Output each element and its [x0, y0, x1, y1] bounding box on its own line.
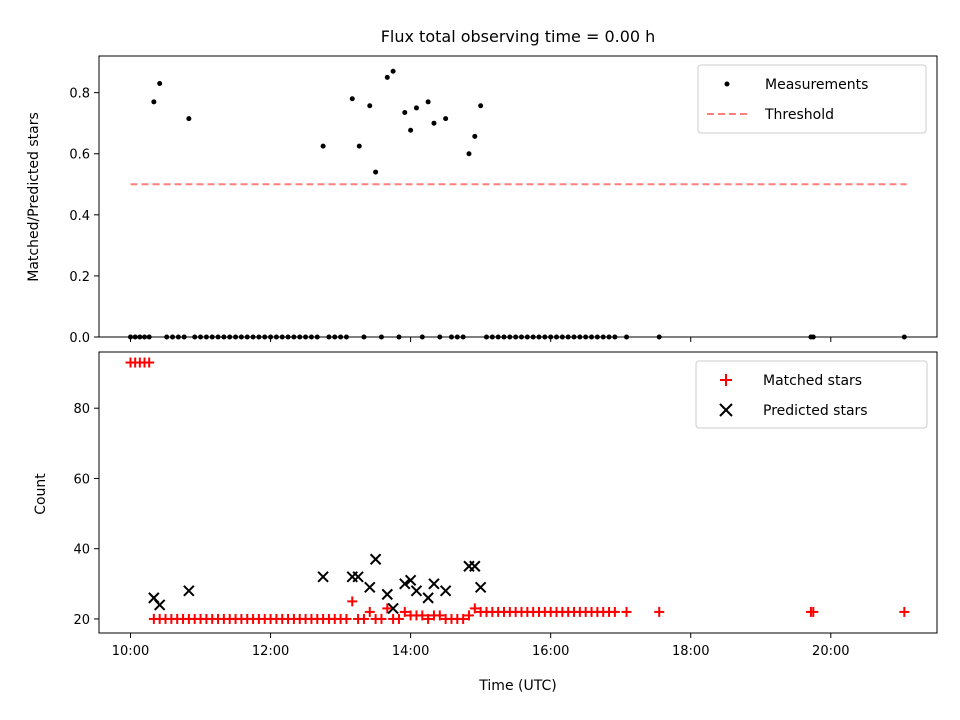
bottom-y-tick-label: 60	[73, 472, 90, 487]
matched-star-point	[463, 610, 474, 621]
predicted-star-point	[387, 602, 399, 615]
matched-star-point	[417, 610, 428, 621]
measurement-point	[186, 116, 192, 122]
top-y-axis-label: Matched/Predicted stars	[26, 112, 42, 282]
bottom-plot-area: 20 40 60 80 10:00 12:00 14:00 16:00 18:00 20:00	[73, 357, 910, 659]
matched-star-point	[144, 357, 155, 368]
measurement-point	[472, 133, 478, 139]
legend-predicted-marker	[719, 403, 733, 417]
matched-star-point	[458, 613, 469, 624]
matched-star-point	[469, 603, 480, 614]
measurement-point	[151, 99, 157, 105]
predicted-star-point	[352, 571, 364, 583]
matched-star-point	[382, 603, 393, 614]
matched-star-point	[341, 613, 352, 624]
matched-star-point	[434, 610, 445, 621]
measurement-point	[443, 116, 449, 122]
predicted-star-point	[153, 599, 166, 611]
measurement-point	[157, 80, 163, 86]
x-axis-label: Time (UTC)	[478, 678, 556, 694]
legend-measurements-label: Measurements	[765, 77, 868, 93]
predicted-star-point	[469, 560, 481, 572]
predicted-star-point	[474, 581, 487, 594]
predicted-star-point	[410, 585, 423, 597]
measurement-point	[425, 99, 431, 105]
measurement-point	[408, 127, 414, 133]
x-tick-label: 14:00	[392, 644, 429, 659]
predicted-star-point	[399, 578, 411, 590]
measurement-point	[478, 103, 484, 109]
measurement-point	[431, 120, 437, 126]
matched-star-point	[609, 606, 620, 617]
top-y-tick-label: 0.4	[69, 209, 90, 224]
measurement-point	[413, 105, 419, 111]
matched-star-point	[399, 606, 410, 617]
bottom-legend: Matched stars Predicted stars	[695, 360, 928, 429]
bottom-y-tick-label: 20	[73, 613, 90, 628]
top-y-tick-label: 0.8	[69, 87, 90, 102]
legend-measurements-marker	[724, 81, 730, 87]
x-tick-label: 18:00	[672, 644, 709, 659]
bottom-y-tick-label: 80	[73, 402, 90, 417]
predicted-star-point	[369, 553, 382, 565]
matched-star-point	[654, 606, 665, 617]
predicted-star-point	[439, 585, 452, 597]
measurement-point	[402, 110, 408, 116]
measurement-point	[373, 169, 379, 175]
matched-star-point	[808, 606, 819, 617]
legend-predicted-label: Predicted stars	[763, 403, 868, 419]
bottom-y-axis-label: Count	[33, 473, 49, 515]
matched-star-point	[423, 613, 434, 624]
measurement-point	[390, 68, 396, 74]
top-legend-box	[697, 64, 927, 134]
x-tick-label: 16:00	[532, 644, 569, 659]
legend-matched-label: Matched stars	[763, 373, 862, 389]
chart-title: Flux total observing time = 0.00 h	[381, 27, 656, 46]
top-legend: Measurements Threshold	[697, 64, 927, 134]
predicted-star-point	[364, 581, 376, 594]
matched-star-point	[621, 606, 632, 617]
legend-matched-marker	[720, 374, 732, 386]
predicted-star-point	[317, 571, 329, 583]
top-y-tick-label: 0.6	[69, 148, 90, 163]
predicted-star-point	[183, 585, 195, 597]
x-tick-label: 10:00	[112, 644, 149, 659]
predicted-star-point	[428, 578, 440, 590]
measurement-point	[356, 143, 362, 149]
top-panel: Flux total observing time = 0.00 h Match…	[26, 27, 938, 346]
measurement-point	[367, 103, 373, 109]
predicted-star-point	[404, 574, 417, 587]
x-tick-label: 12:00	[252, 644, 289, 659]
measurement-point	[466, 151, 472, 157]
top-axes-frame	[98, 55, 938, 338]
bottom-legend-box	[695, 360, 928, 429]
bottom-axes-frame	[98, 351, 938, 634]
legend-threshold-label: Threshold	[764, 107, 834, 123]
matched-star-point	[358, 613, 369, 624]
bottom-y-tick-label: 40	[73, 543, 90, 558]
top-y-tick-label: 0.2	[69, 270, 90, 285]
top-y-tick-label: 0.0	[69, 331, 90, 346]
bottom-panel: Count Time (UTC) 20 40 60 80 10:00 12:00 14:00…	[33, 351, 938, 694]
measurement-point	[384, 74, 390, 80]
matched-star-point	[376, 613, 387, 624]
predicted-star-point	[422, 592, 434, 604]
measurement-point	[320, 143, 326, 149]
measurement-point	[349, 96, 355, 102]
predicted-star-point	[381, 588, 393, 601]
matched-star-point	[347, 596, 358, 607]
x-tick-label: 20:00	[812, 644, 849, 659]
matched-star-point	[393, 613, 404, 624]
matched-star-point	[899, 606, 910, 617]
matched-star-point	[364, 606, 375, 617]
